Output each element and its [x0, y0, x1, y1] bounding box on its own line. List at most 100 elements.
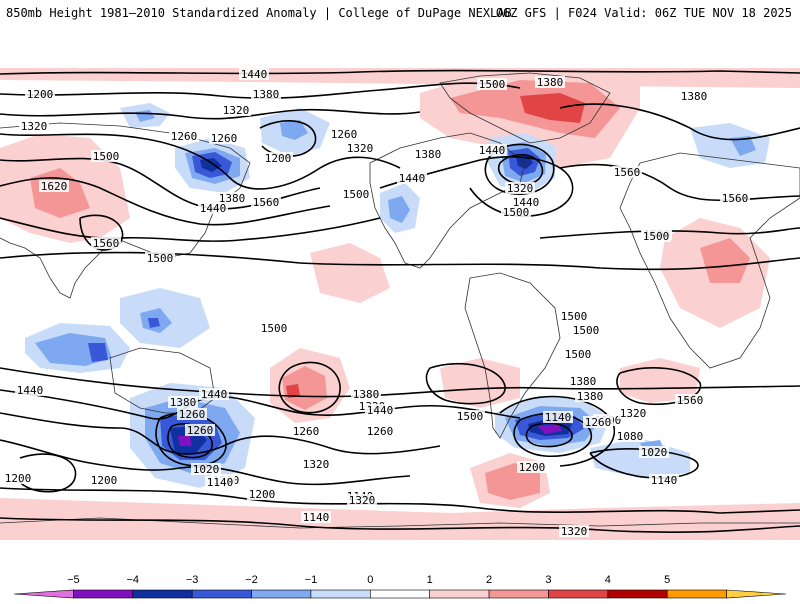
contour-label: 1380: [570, 375, 597, 388]
contour-label-bg: [511, 196, 541, 208]
contour-label: 1440: [513, 196, 540, 209]
contour-label: 1500: [565, 348, 592, 361]
contour-label: 1320: [349, 494, 376, 507]
contour-label: 1500: [573, 324, 600, 337]
contour-label-bg: [199, 388, 229, 400]
colorbar-segment: [726, 589, 787, 599]
colorbar-tick-label: −3: [185, 574, 199, 586]
contour-label: 1500: [147, 252, 174, 265]
contour-label-bg: [251, 196, 281, 208]
colorbar-segment: [548, 589, 609, 599]
contour-label: 1440: [200, 202, 227, 215]
colorbar-segment: [666, 589, 727, 599]
contour-label: 1560: [722, 192, 749, 205]
contour-label: 1440: [241, 68, 268, 81]
contour-label-bg: [679, 90, 709, 102]
contour-label: 1560: [614, 166, 641, 179]
contour-label-bg: [259, 322, 289, 334]
contour-label-bg: [177, 408, 207, 420]
colorbar-tick-label: 3: [545, 574, 552, 586]
contour-label-bg: [25, 88, 55, 100]
contour-label: 1260: [187, 424, 214, 437]
colorbar-tick-label: 2: [486, 574, 493, 586]
colorbar-segment: [370, 589, 430, 599]
contour-label-bg: [477, 144, 507, 156]
contour-label-bg: [221, 104, 251, 116]
contour-label-bg: [191, 463, 221, 475]
contour-label: 1380: [681, 90, 708, 103]
contour-label-bg: [397, 172, 427, 184]
contour-label: 1440: [479, 144, 506, 157]
contour-label-bg: [169, 130, 199, 142]
contour-label-bg: [168, 396, 198, 408]
contour-label: 1620: [41, 180, 68, 193]
contour-label-bg: [291, 425, 321, 437]
contour-label: 1020: [193, 463, 220, 476]
contour-label-bg: [615, 430, 645, 442]
colorbar-segment: [607, 589, 668, 599]
colorbar-tick-label: −2: [245, 574, 258, 586]
contour-label: 1200: [27, 88, 54, 101]
contour-label: 1200: [91, 474, 118, 487]
colorbar-tick-label: 5: [664, 574, 671, 586]
contour-label: 1500: [561, 310, 588, 323]
contour-label: 1380: [353, 388, 380, 401]
contour-label: 1260: [331, 128, 358, 141]
contour-label-bg: [575, 390, 605, 402]
contour-label: 1260: [211, 132, 238, 145]
contour-label-bg: [301, 458, 331, 470]
contour-label-bg: [263, 152, 293, 164]
contour-label: 1500: [479, 78, 506, 91]
contour-label-bg: [345, 142, 375, 154]
colorbar-tick-label: 0: [367, 574, 374, 586]
contour-label: 1200: [265, 152, 292, 165]
contour-label-bg: [720, 192, 750, 204]
run-info: 06Z GFS | F024 Valid: 06Z TUE NOV 18 202…: [495, 6, 792, 20]
contour-label: 1320: [21, 120, 48, 133]
contour-label-bg: [351, 388, 381, 400]
contour-label-bg: [198, 202, 228, 214]
contour-label-bg: [649, 474, 679, 486]
contour-label: 1380: [537, 76, 564, 89]
contour-label-bg: [205, 476, 235, 488]
contour-label: 1320: [347, 142, 374, 155]
contour-label: 1260: [179, 408, 206, 421]
contour-label-bg: [91, 237, 121, 249]
contour-label: 1320: [223, 104, 250, 117]
colorbar-segment: [73, 589, 134, 599]
contour-label-bg: [612, 166, 642, 178]
contour-label: 1320: [507, 182, 534, 195]
contour-label-bg: [3, 472, 33, 484]
colorbar-tick-label: 1: [426, 574, 433, 586]
contour-label-bg: [251, 88, 281, 100]
contour-label-bg: [217, 192, 247, 204]
contour-label: 1260: [585, 416, 612, 429]
contour-label: 1440: [17, 384, 44, 397]
colorbar-segment: [191, 589, 252, 599]
contour-label: 1560: [253, 196, 280, 209]
colorbar-tick-label: −4: [126, 574, 140, 586]
contour-label-bg: [91, 150, 121, 162]
contour-label: 1500: [343, 188, 370, 201]
contour-label: 1260: [171, 130, 198, 143]
contour-label-bg: [247, 488, 277, 500]
contour-label: 1320: [620, 407, 647, 420]
contour-label: 1500: [643, 230, 670, 243]
contour-label-bg: [341, 188, 371, 200]
contour-label-bg: [365, 404, 395, 416]
contour-label: 1080: [617, 430, 644, 443]
contour-label-bg: [543, 411, 573, 423]
contour-label: 1500: [93, 150, 120, 163]
contour-label-bg: [239, 68, 269, 80]
contour-label-bg: [559, 310, 589, 322]
contour-label: 1200: [5, 472, 32, 485]
contour-label-bg: [501, 206, 531, 218]
contour-label: 1140: [545, 411, 572, 424]
contour-label: 1500: [503, 206, 530, 219]
contour-label-bg: [365, 425, 395, 437]
contour-label: 1200: [249, 488, 276, 501]
contour-label-bg: [641, 230, 671, 242]
contour-label: 1380: [253, 88, 280, 101]
map-panel: 1440 1200 1380 1320 1320 1260 1260 1500 1200 1620…: [0, 68, 800, 540]
